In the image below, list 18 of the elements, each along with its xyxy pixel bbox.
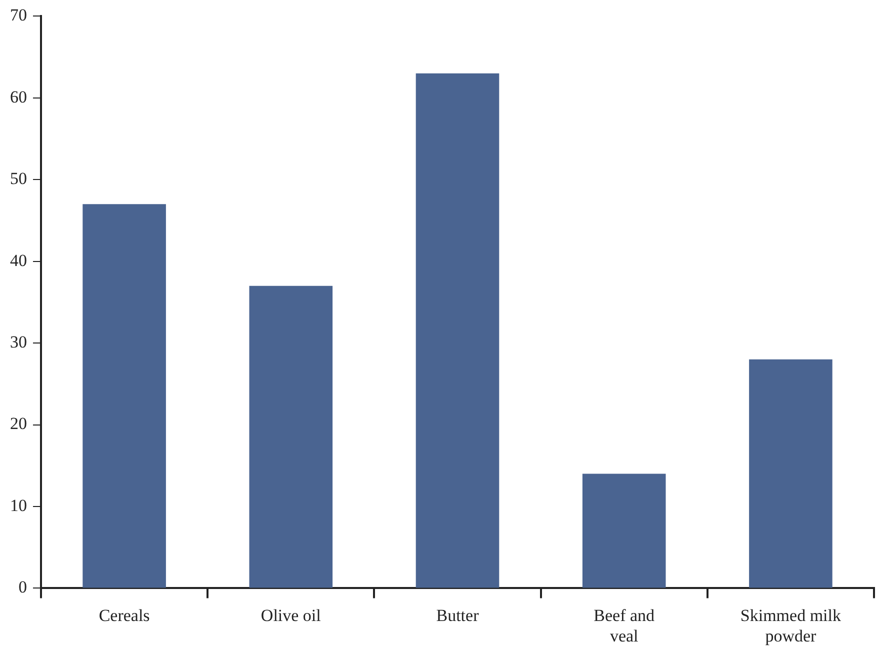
y-tick-label: 10 xyxy=(10,496,27,515)
y-tick-label: 20 xyxy=(10,414,27,434)
y-tick-label: 60 xyxy=(10,87,27,106)
y-tick-label: 50 xyxy=(10,169,27,188)
y-tick-label: 30 xyxy=(10,332,27,352)
bar xyxy=(416,73,500,588)
y-tick-label: 0 xyxy=(18,578,27,597)
bar xyxy=(582,474,666,588)
y-tick-label: 70 xyxy=(10,6,27,25)
x-tick-label: Beef and veal xyxy=(594,606,656,646)
x-tick-label: Butter xyxy=(436,606,480,625)
x-tick-label: Cereals xyxy=(98,606,150,625)
bar xyxy=(749,359,832,588)
y-tick-label: 40 xyxy=(10,250,27,270)
bar xyxy=(249,286,333,588)
x-tick-label: Skimmed milk powder xyxy=(740,606,842,646)
x-tick-label: Olive oil xyxy=(260,606,322,625)
bar xyxy=(82,204,166,588)
